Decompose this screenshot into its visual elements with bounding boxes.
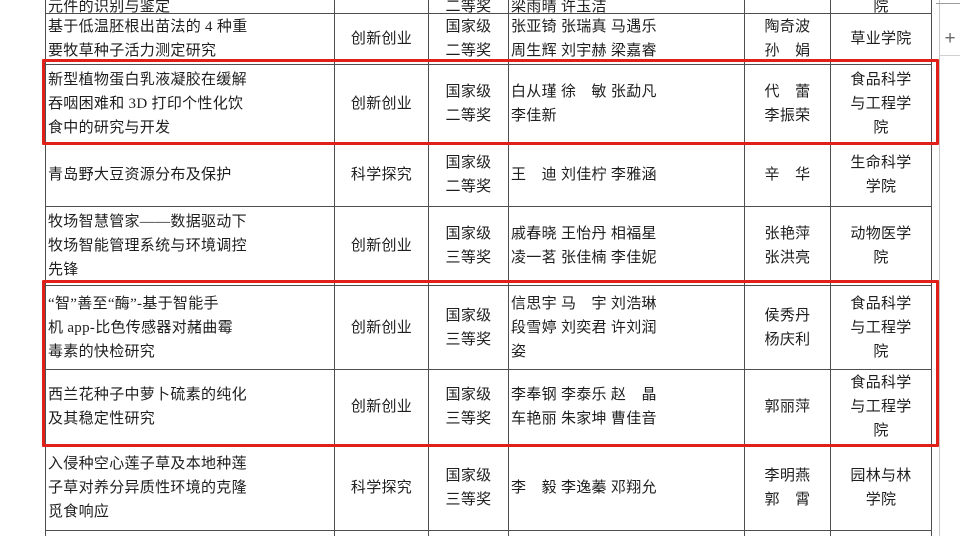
page-edge-tick	[939, 55, 960, 56]
cell-advisors: 张艳萍 张洪亮	[744, 206, 831, 286]
cell-advisors: 辛 华	[744, 142, 831, 207]
cell-college: 草业学院	[830, 13, 932, 65]
cell-college: 生命科学 学院	[830, 142, 932, 207]
cell-award: 国家级 三等奖	[428, 206, 509, 286]
plus-button[interactable]: +	[944, 28, 956, 49]
members-fragment: 梁雨晴 许玉洁	[511, 0, 607, 14]
cell-category: 创新创业	[334, 369, 429, 445]
cell-award: 国家级 三等奖	[428, 369, 509, 445]
cell-award: 国家级 三等奖	[428, 444, 509, 531]
title-fragment: 元件的识别与鉴定	[48, 0, 171, 14]
awards-table: 元件的识别与鉴定 二等奖 梁雨晴 许玉洁 院 基于低温胚根出苗法的 4 种重 要…	[45, 0, 932, 536]
cell-college: 食品科学 与工程学 院	[830, 285, 932, 370]
cell-award	[428, 530, 509, 536]
cell-college: 食品科学 与工程学 院	[830, 369, 932, 445]
cell-advisors: 郭丽萍	[744, 369, 831, 445]
cell-award: 国家级 二等奖	[428, 64, 509, 143]
cell-project-title: “智”善至“酶”-基于智能手 机 app-比色传感器对赭曲霉 毒素的快检研究	[45, 285, 335, 370]
page-edge-tick	[936, 3, 960, 4]
cell-members: 白从瑾 徐 敏 张勐凡 李佳新	[508, 64, 745, 143]
table-row-highlighted: 西兰花种子中萝卜硫素的纯化 及其稳定性研究 创新创业 国家级 三等奖 李奉钢 李…	[45, 369, 932, 445]
table-row: 基于低温胚根出苗法的 4 种重 要牧草种子活力测定研究 创新创业 国家级 二等奖…	[45, 13, 932, 65]
cell-advisors	[744, 0, 831, 14]
cell-category: 创新创业	[334, 64, 429, 143]
award-fragment: 二等奖	[445, 0, 492, 14]
cell-project-title: 入侵种空心莲子草及本地种莲 子草对养分异质性环境的克隆 觅食响应	[45, 444, 335, 531]
cell-project-title: 基于低温胚根出苗法的 4 种重 要牧草种子活力测定研究	[45, 13, 335, 65]
cell-award: 国家级 二等奖	[428, 142, 509, 207]
cell-award: 国家级 二等奖	[428, 13, 509, 65]
table-row-partial-bottom	[45, 530, 932, 536]
table-row: 青岛野大豆资源分布及保护 科学探究 国家级 二等奖 王 迪 刘佳柠 李雅涵 辛 …	[45, 142, 932, 207]
cell-category: 创新创业	[334, 13, 429, 65]
cell-advisors: 陶奇波 孙 娟	[744, 13, 831, 65]
cell-award: 二等奖	[428, 0, 509, 14]
table-row-highlighted: “智”善至“酶”-基于智能手 机 app-比色传感器对赭曲霉 毒素的快检研究 创…	[45, 285, 932, 370]
cell-college: 园林与林 学院	[830, 444, 932, 531]
cell-members: 张亚锜 张瑞真 马遇乐 周生辉 刘宇赫 梁嘉睿	[508, 13, 745, 65]
cell-category: 创新创业	[334, 206, 429, 286]
cell-project-title: 牧场智慧管家——数据驱动下 牧场智能管理系统与环境调控 先锋	[45, 206, 335, 286]
cell-project-title: 新型植物蛋白乳液凝胶在缓解 吞咽困难和 3D 打印个性化饮 食中的研究与开发	[45, 64, 335, 143]
cell-members: 王 迪 刘佳柠 李雅涵	[508, 142, 745, 207]
cell-award: 国家级 三等奖	[428, 285, 509, 370]
cell-project-title: 青岛野大豆资源分布及保护	[45, 142, 335, 207]
cell-advisors: 侯秀丹 杨庆利	[744, 285, 831, 370]
cell-category: 科学探究	[334, 142, 429, 207]
cell-members	[508, 530, 745, 536]
cell-college: 院	[830, 0, 932, 14]
cell-members: 戚春晓 王怡丹 相福星 凌一茗 张佳楠 李佳妮	[508, 206, 745, 286]
table-row-partial-top: 元件的识别与鉴定 二等奖 梁雨晴 许玉洁 院	[45, 0, 932, 14]
table-row-highlighted: 新型植物蛋白乳液凝胶在缓解 吞咽困难和 3D 打印个性化饮 食中的研究与开发 创…	[45, 64, 932, 143]
cell-project-title: 元件的识别与鉴定	[45, 0, 335, 14]
cell-members: 梁雨晴 许玉洁	[508, 0, 745, 14]
cell-project-title: 西兰花种子中萝卜硫素的纯化 及其稳定性研究	[45, 369, 335, 445]
cell-category	[334, 530, 429, 536]
table-row: 牧场智慧管家——数据驱动下 牧场智能管理系统与环境调控 先锋 创新创业 国家级 …	[45, 206, 932, 286]
cell-advisors	[744, 530, 831, 536]
cell-college	[830, 530, 932, 536]
cell-college: 食品科学 与工程学 院	[830, 64, 932, 143]
cell-category: 科学探究	[334, 444, 429, 531]
cell-advisors: 代 蕾 李振荣	[744, 64, 831, 143]
college-fragment: 院	[873, 0, 889, 14]
cell-project-title	[45, 530, 335, 536]
cell-members: 信思宇 马 宇 刘浩琳 段雪婷 刘奕君 许刘润 姿	[508, 285, 745, 370]
cell-category: 创新创业	[334, 285, 429, 370]
cell-members: 李 毅 李逸蓁 邓翔允	[508, 444, 745, 531]
cell-college: 动物医学 院	[830, 206, 932, 286]
cell-advisors: 李明燕 郭 霄	[744, 444, 831, 531]
cell-category	[334, 0, 429, 14]
page-edge-line	[939, 0, 940, 536]
table-row: 入侵种空心莲子草及本地种莲 子草对养分异质性环境的克隆 觅食响应 科学探究 国家…	[45, 444, 932, 531]
cell-members: 李奉钢 李泰乐 赵 晶 车艳丽 朱家坤 曹佳音	[508, 369, 745, 445]
